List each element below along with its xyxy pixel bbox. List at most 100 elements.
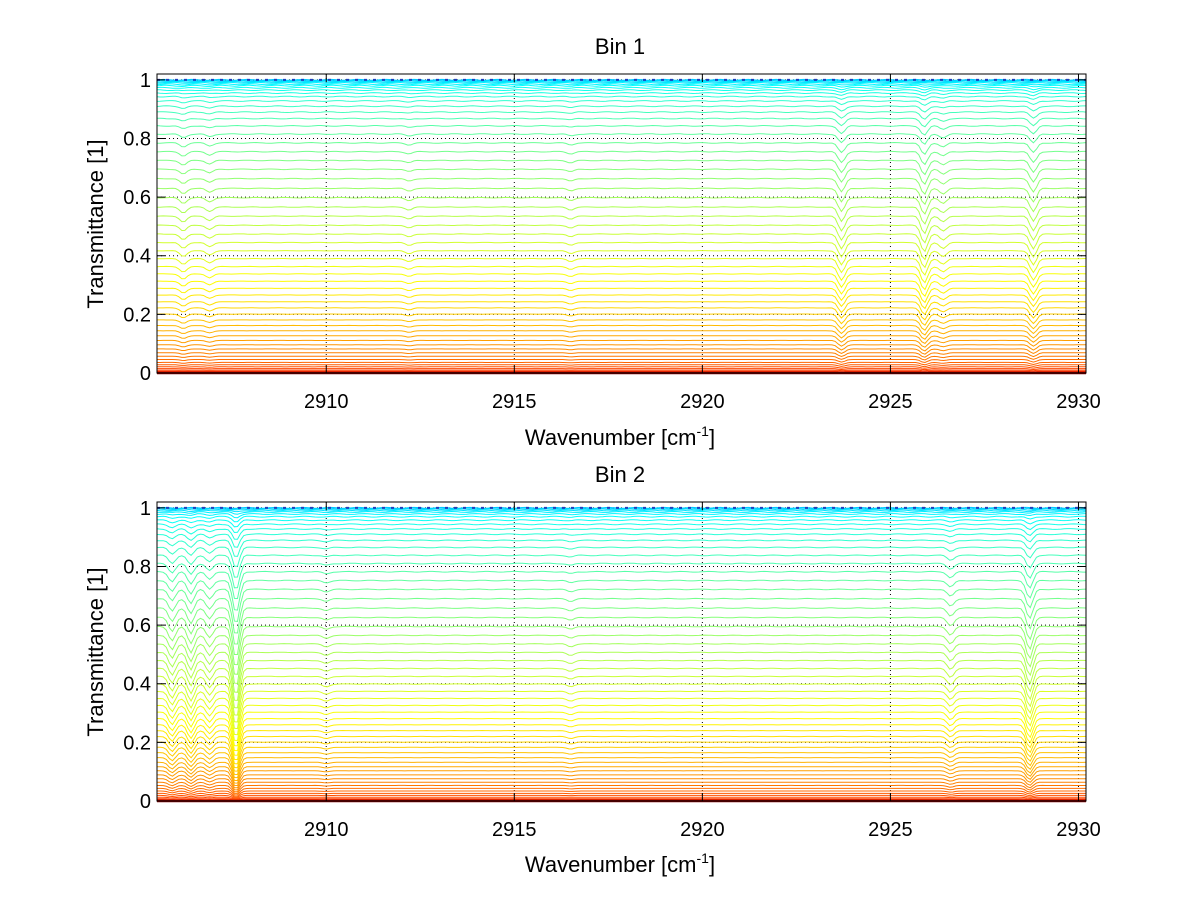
chart-title: Bin 2 <box>595 462 645 487</box>
series-line <box>156 84 1087 88</box>
series-line <box>156 523 1087 534</box>
series-line <box>156 187 1087 206</box>
series-line <box>156 761 1087 782</box>
series-line <box>156 150 1086 166</box>
series-line <box>156 307 1086 321</box>
series-line <box>156 528 1087 540</box>
series-line <box>157 364 1086 368</box>
series-line <box>156 625 1086 666</box>
series-line <box>156 86 1087 91</box>
series-line <box>157 774 1086 789</box>
chart-title: Bin 1 <box>595 34 645 59</box>
series-line <box>156 683 1086 723</box>
series-line <box>156 215 1087 235</box>
series-line <box>156 667 1087 709</box>
y-tick-label: 0.2 <box>123 304 151 326</box>
series-line <box>157 752 1087 776</box>
y-tick-label: 0.8 <box>123 128 151 150</box>
series-line <box>157 792 1086 798</box>
series-line <box>157 741 1086 769</box>
x-tick-label: 2925 <box>868 391 913 413</box>
series-line <box>156 133 1087 145</box>
series-line <box>156 690 1087 730</box>
series-line <box>156 659 1087 701</box>
plot-area: 2910 2915 2920 2925 2930 0 0.2 0.4 0.6 0.8 1 <box>123 498 1101 841</box>
series-line <box>157 784 1086 794</box>
series-line <box>156 352 1086 358</box>
series-line <box>156 224 1087 244</box>
y-tick-label: 1 <box>140 498 151 520</box>
series-line <box>156 80 1087 84</box>
series-line <box>156 729 1086 761</box>
x-axis-label-main: Wavenumber [cm <box>525 425 697 450</box>
x-axis-label: Wavenumber [cm-1] <box>525 850 715 877</box>
series-line <box>156 177 1086 195</box>
plot-area: 2910 2915 2920 2925 2930 0 0.2 0.4 0.6 0.8 1 <box>123 70 1101 413</box>
x-axis-label: Wavenumber [cm-1] <box>525 423 715 450</box>
series-line <box>157 369 1086 372</box>
subplot-bin-1: Bin 1 2910 2915 2920 2925 2930 0 0.2 0.4 0.6 0.8 1… <box>83 34 1101 450</box>
y-tick-label: 0.6 <box>123 615 151 637</box>
series-line <box>156 675 1087 716</box>
series-line <box>156 313 1087 326</box>
series-line <box>157 117 1087 128</box>
series-line <box>156 724 1086 756</box>
series-line <box>157 339 1086 348</box>
series-line <box>156 344 1086 352</box>
series-line <box>157 280 1087 297</box>
series-line <box>157 766 1086 784</box>
series-line <box>157 781 1086 793</box>
y-tick-label: 0 <box>140 363 151 385</box>
series-line <box>156 579 1087 611</box>
series-line <box>157 787 1086 796</box>
y-axis-label: Transmittance [1] <box>83 567 108 736</box>
series-line <box>156 265 1087 284</box>
series-line <box>156 206 1087 225</box>
x-axis-label-superscript: -1 <box>697 850 710 866</box>
series-line <box>157 794 1086 799</box>
series-line <box>157 168 1087 185</box>
series-line <box>156 519 1087 528</box>
series-line <box>157 319 1086 331</box>
series-line <box>157 643 1087 685</box>
series-line <box>156 697 1086 736</box>
x-axis-label-close: ] <box>709 852 715 877</box>
series-line <box>157 348 1086 355</box>
series-line <box>156 607 1087 645</box>
series-line <box>156 533 1087 548</box>
series-line <box>157 588 1087 622</box>
x-tick-label: 2925 <box>868 819 913 841</box>
x-tick-label: 2930 <box>1056 391 1101 413</box>
series-line <box>157 335 1087 345</box>
series-line <box>156 562 1087 589</box>
series-line <box>156 241 1086 261</box>
series-line <box>156 287 1086 304</box>
y-tick-label: 1 <box>140 70 151 92</box>
series-line <box>157 257 1087 276</box>
y-tick-label: 0.4 <box>123 246 151 268</box>
series-line <box>157 770 1086 787</box>
series-line <box>156 634 1087 675</box>
series-line <box>157 361 1086 366</box>
series-line <box>157 330 1086 340</box>
y-tick-label: 0 <box>140 791 151 813</box>
series-line <box>156 597 1087 634</box>
y-tick-label: 0.4 <box>123 674 151 696</box>
series-line <box>157 778 1086 791</box>
series-line <box>156 89 1087 94</box>
series-line <box>156 570 1086 600</box>
axes-frame <box>156 501 1087 802</box>
y-tick-label: 0.2 <box>123 732 151 754</box>
series-line <box>156 616 1087 655</box>
x-tick-label: 2920 <box>680 391 725 413</box>
x-tick-label: 2910 <box>304 819 349 841</box>
series-line <box>156 95 1087 101</box>
series-line <box>157 757 1086 779</box>
y-tick-label: 0.8 <box>123 556 151 578</box>
series-line <box>156 508 1087 511</box>
series-line <box>157 324 1086 336</box>
x-tick-label: 2910 <box>304 391 349 413</box>
series-line <box>157 746 1086 772</box>
series-line <box>157 273 1087 291</box>
